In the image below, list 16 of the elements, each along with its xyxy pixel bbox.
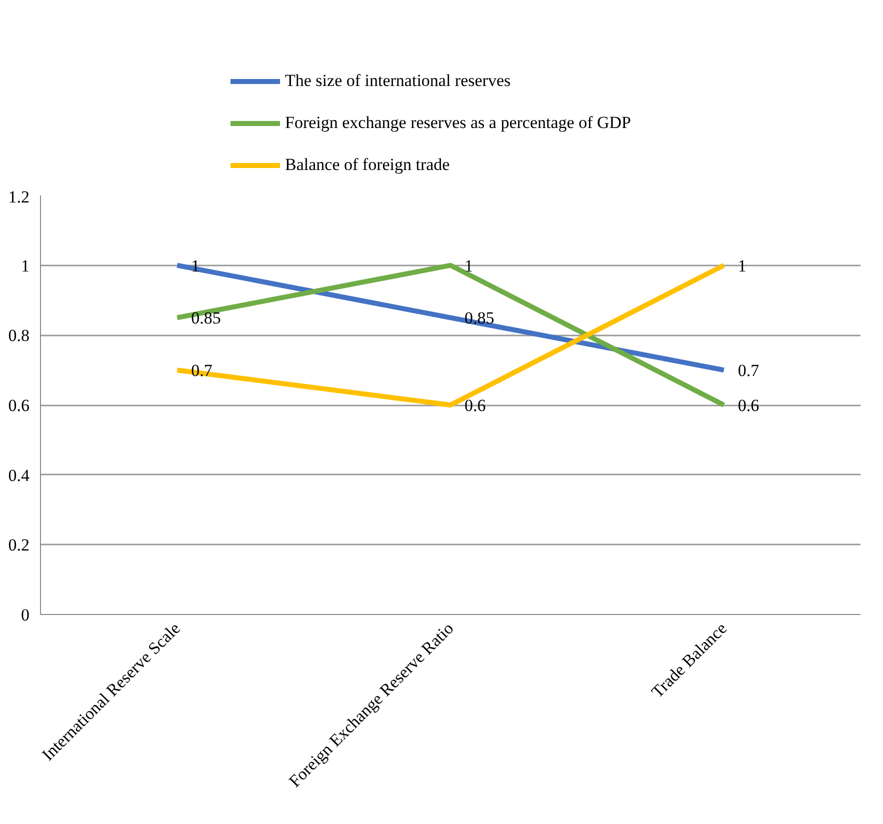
y-tick-label: 0.4 bbox=[8, 466, 30, 485]
legend-label: Balance of foreign trade bbox=[285, 155, 450, 175]
legend-label: The size of international reserves bbox=[285, 71, 511, 91]
data-label: 1 bbox=[464, 256, 473, 276]
y-tick-label: 0 bbox=[21, 606, 30, 624]
y-tick-label: 0.6 bbox=[8, 396, 30, 415]
y-tick-label: 0.2 bbox=[8, 536, 30, 555]
data-label: 0.85 bbox=[191, 308, 221, 328]
y-tick-label: 0.8 bbox=[8, 326, 30, 346]
data-label: 1 bbox=[738, 256, 746, 276]
data-label: 0.6 bbox=[464, 396, 486, 415]
y-tick-label: 1 bbox=[21, 256, 30, 276]
data-label: 0.7 bbox=[738, 361, 760, 380]
y-tick-label: 1.2 bbox=[8, 188, 30, 206]
legend-label: Foreign exchange reserves as a percentage of GDP bbox=[285, 113, 631, 133]
data-label: 0.6 bbox=[738, 396, 760, 415]
